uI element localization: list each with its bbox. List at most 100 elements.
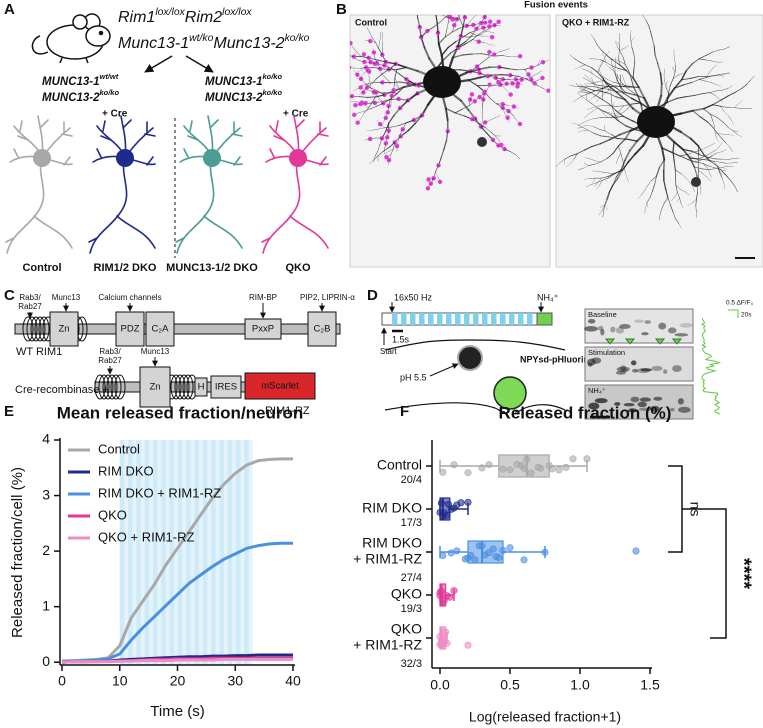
neurite (352, 88, 358, 92)
soma (116, 149, 134, 167)
neurite (478, 41, 485, 43)
neurite (438, 36, 446, 45)
neurite (377, 120, 381, 125)
label: NPYsd-pHluorin (520, 354, 589, 364)
neurite (731, 181, 736, 188)
neurite (475, 34, 482, 37)
neurite (618, 129, 632, 136)
neurite (596, 44, 602, 51)
neurite (670, 151, 681, 157)
fusion-event (355, 120, 360, 125)
neurite (490, 117, 496, 121)
neurite (592, 177, 596, 183)
data-point (527, 469, 535, 477)
fusion-event (353, 103, 358, 108)
neurite (596, 80, 604, 83)
stimulation-stripe (169, 440, 175, 665)
neurite (675, 169, 682, 175)
neurite (610, 133, 618, 139)
neurite (586, 95, 588, 101)
neurite (723, 122, 729, 128)
neurite (601, 87, 610, 90)
genotype-part: ko/ko (285, 33, 310, 44)
fusion-event (361, 52, 367, 57)
label: 16x50 Hz (394, 292, 433, 302)
neurite (460, 10, 463, 14)
train-stripe (518, 313, 524, 325)
neurite (644, 185, 648, 192)
neurite (462, 53, 473, 56)
neurite (608, 84, 615, 86)
neurite (692, 157, 698, 160)
domain (194, 377, 208, 397)
fusion-event (487, 82, 492, 87)
neurite (443, 140, 447, 151)
neurite (674, 217, 679, 224)
data-point (569, 455, 577, 463)
domain-label: IRES (215, 382, 237, 393)
neurite (719, 142, 723, 147)
neurite (596, 180, 603, 184)
neurite (384, 143, 387, 150)
neurite (720, 162, 727, 164)
neurite (457, 41, 467, 48)
domain-label: C₂A (152, 324, 170, 335)
y-tick-label: 4 (42, 431, 50, 447)
neurite (584, 74, 589, 79)
neurite (559, 158, 565, 164)
neurite (604, 205, 608, 210)
zinc-coil (178, 374, 190, 400)
neurite (398, 134, 401, 141)
neurite (379, 37, 381, 43)
y-tick-label: 2 (42, 542, 50, 558)
neurite (602, 80, 610, 85)
neurite (720, 169, 726, 172)
zinc-coil (38, 316, 50, 342)
neurite (360, 73, 364, 78)
neurite (515, 154, 521, 159)
neurite (625, 171, 627, 178)
neurite (410, 0, 414, 3)
x-tick-label: 0.5 (500, 677, 520, 693)
neurite (641, 190, 645, 196)
train-stripe (509, 313, 515, 325)
zinc-coil (114, 374, 126, 400)
neurite (367, 130, 373, 131)
neurite (518, 75, 527, 80)
neurite (619, 86, 624, 94)
neuron-label: Control (22, 262, 61, 274)
puncta (619, 324, 631, 329)
train-stripe (428, 313, 434, 325)
neurite (709, 113, 718, 119)
neurite (720, 105, 725, 112)
neurite (591, 103, 598, 109)
neurite (662, 158, 666, 172)
neurite (691, 150, 701, 156)
neurite (509, 79, 514, 84)
neurite (718, 73, 725, 75)
neurite (577, 127, 583, 129)
neurite (371, 37, 376, 43)
mouse-icon (31, 13, 111, 64)
neurite (598, 128, 606, 132)
neurite (589, 158, 596, 161)
neurite (671, 66, 676, 72)
neurite (388, 159, 390, 166)
neurite (592, 89, 601, 92)
neurite (619, 105, 624, 112)
neurite (342, 54, 348, 55)
neurite (624, 64, 630, 72)
arrow (429, 363, 459, 377)
neurite (624, 129, 632, 140)
data-point (583, 455, 591, 463)
neurite (605, 64, 610, 68)
neurite (665, 81, 668, 88)
dendrite (187, 135, 199, 141)
fusion-event (481, 5, 485, 9)
data-point (439, 468, 447, 476)
neurite (717, 165, 720, 172)
neurite (631, 102, 642, 105)
category-label: QKO (391, 621, 422, 637)
puncta (616, 366, 630, 373)
neurite (617, 153, 621, 159)
